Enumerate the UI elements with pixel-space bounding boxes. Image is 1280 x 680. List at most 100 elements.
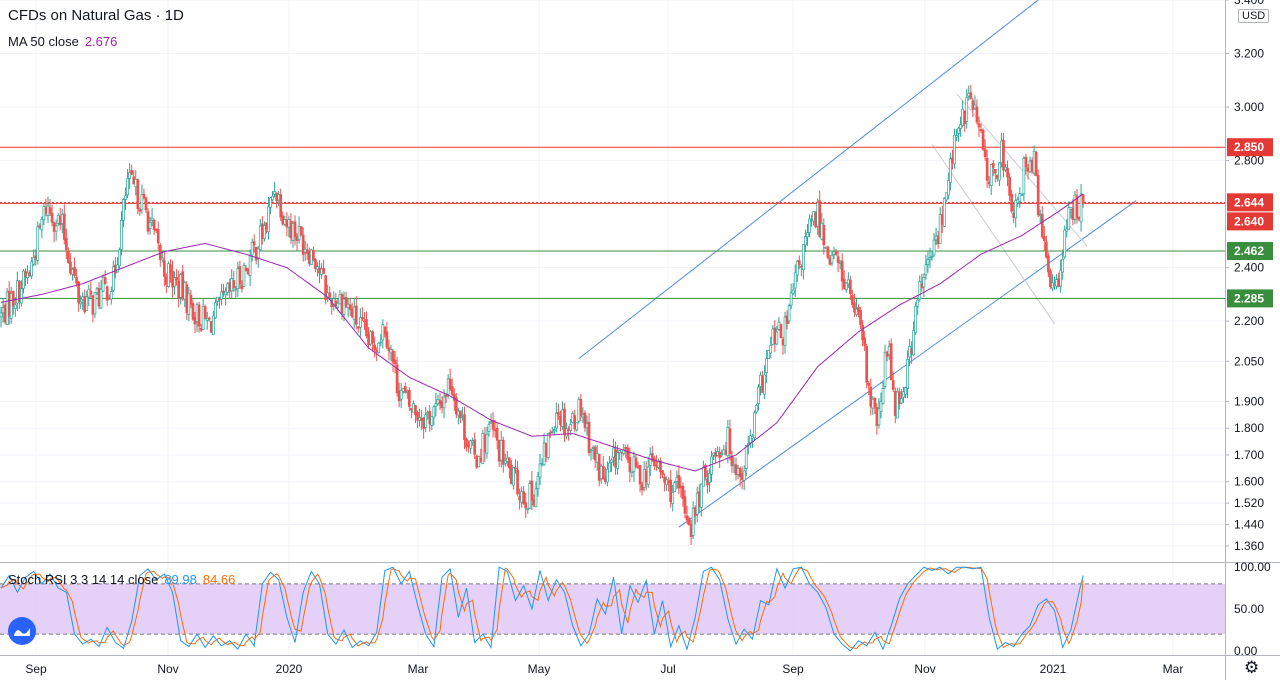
candle-body-380 xyxy=(775,331,779,345)
level-badge-text-2.640: 2.640 xyxy=(1234,214,1264,228)
candle-body-114 xyxy=(232,280,236,289)
candle-body-277 xyxy=(565,428,568,437)
candle-body-460 xyxy=(938,214,942,244)
candle-body-493 xyxy=(1006,167,1009,178)
candle-body-241 xyxy=(491,420,495,430)
stoch-legend[interactable]: Stoch RSI 3 3 14 14 close 89.98 84.66 xyxy=(8,572,235,587)
candle-body-7 xyxy=(13,304,17,310)
price-levels xyxy=(0,146,1225,299)
candle-body-124 xyxy=(252,241,256,246)
candle-body-455 xyxy=(928,257,932,261)
level-badge-2.285 xyxy=(1227,289,1273,308)
candle-body-367 xyxy=(748,435,752,444)
candle-body-174 xyxy=(354,305,358,325)
candle-body-119 xyxy=(242,265,246,287)
candle-body-345 xyxy=(704,464,707,478)
gear-icon[interactable]: ⚙ xyxy=(1244,658,1260,678)
candle-body-72 xyxy=(146,211,150,232)
candle-body-203 xyxy=(414,405,417,416)
candle-body-34 xyxy=(69,261,72,274)
candle-body-444 xyxy=(906,359,909,389)
candle-body-489 xyxy=(998,162,1001,181)
candle-body-374 xyxy=(763,374,766,395)
candle-body-365 xyxy=(744,445,748,469)
candle-body-299 xyxy=(610,459,613,463)
candle-body-357 xyxy=(728,428,732,455)
x-tick-label-7: Nov xyxy=(914,662,935,676)
ma-legend[interactable]: MA 50 close 2.676 xyxy=(8,34,117,49)
candle-body-468 xyxy=(955,135,958,138)
candle-body-94 xyxy=(191,303,195,320)
stoch-k-line xyxy=(0,566,1084,652)
candle-body-148 xyxy=(301,234,305,255)
candle-body-465 xyxy=(949,158,952,183)
candle-body-510 xyxy=(1040,213,1044,238)
candle-body-126 xyxy=(256,248,260,259)
candle-body-117 xyxy=(238,266,242,285)
candle-body-230 xyxy=(469,440,472,449)
candle-body-38 xyxy=(77,281,80,303)
candle-body-424 xyxy=(865,345,869,383)
candle-body-0 xyxy=(0,312,3,318)
chart-title: CFDs on Natural Gas · 1D xyxy=(8,7,184,24)
x-tick-label-0: Sep xyxy=(25,662,47,676)
currency-label[interactable]: USD xyxy=(1238,9,1270,23)
candle-body-303 xyxy=(618,450,621,453)
candle-body-347 xyxy=(708,472,711,484)
candle-body-269 xyxy=(548,432,552,435)
candle-body-263 xyxy=(536,476,540,489)
candle-body-176 xyxy=(359,317,362,328)
candle-body-186 xyxy=(379,341,383,344)
candle-body-86 xyxy=(175,277,178,281)
candle-body-75 xyxy=(152,219,156,231)
level-badge-text-2.285: 2.285 xyxy=(1234,291,1264,305)
candle-body-396 xyxy=(808,218,811,233)
candle-body-377 xyxy=(769,345,773,354)
candle-body-104 xyxy=(212,315,215,335)
time-axis[interactable]: Sep Nov 2020 Mar May Jul Sep Nov 2021 Mar xyxy=(25,662,1183,676)
candle-body-37 xyxy=(75,277,78,284)
candle-body-67 xyxy=(136,179,140,210)
candle-body-507 xyxy=(1034,151,1038,177)
stoch-rsi-pane xyxy=(0,566,1225,652)
candle-body-118 xyxy=(240,285,244,290)
candle-body-423 xyxy=(863,337,866,346)
candle-body-189 xyxy=(385,331,389,348)
candle-body-369 xyxy=(753,412,756,438)
candle-body-154 xyxy=(314,259,317,269)
y-tick-label-10: 1.600 xyxy=(1234,475,1264,489)
tradingview-logo-icon[interactable] xyxy=(8,617,36,645)
candle-body-499 xyxy=(1018,193,1022,202)
candle-body-212 xyxy=(432,406,436,418)
y-tick-label-7: 1.900 xyxy=(1234,394,1264,408)
candle-body-317 xyxy=(646,466,650,485)
candle-body-305 xyxy=(622,449,626,454)
candle-body-63 xyxy=(128,172,131,179)
candle-body-18 xyxy=(36,226,40,261)
candle-body-497 xyxy=(1014,200,1018,219)
x-tick-label-3: Mar xyxy=(408,662,429,676)
candle-body-403 xyxy=(822,224,826,246)
candle-body-328 xyxy=(669,479,673,503)
candle-body-387 xyxy=(789,292,793,306)
candle-body-422 xyxy=(861,324,864,341)
y-tick-label-12: 1.440 xyxy=(1234,518,1264,532)
candle-body-59 xyxy=(120,220,123,251)
candle-body-530 xyxy=(1081,194,1085,204)
candle-body-60 xyxy=(122,199,125,221)
x-tick-label-5: Jul xyxy=(660,662,675,676)
candle-body-284 xyxy=(579,398,583,417)
candle-body-169 xyxy=(344,297,348,307)
y-tick-label-4: 2.400 xyxy=(1234,261,1264,275)
candle-body-234 xyxy=(477,455,481,468)
candle-body-83 xyxy=(169,264,172,273)
candle-body-165 xyxy=(336,302,340,308)
candle-body-388 xyxy=(791,289,795,295)
price-axis[interactable]: 3.400 3.200 3.000 2.800 2.400 2.200 2.050 1.900… xyxy=(1225,0,1273,658)
candle-body-462 xyxy=(942,198,946,227)
candle-body-520 xyxy=(1061,258,1065,273)
candle-body-282 xyxy=(575,422,579,431)
candle-body-198 xyxy=(403,386,407,393)
candle-body-238 xyxy=(485,433,489,454)
